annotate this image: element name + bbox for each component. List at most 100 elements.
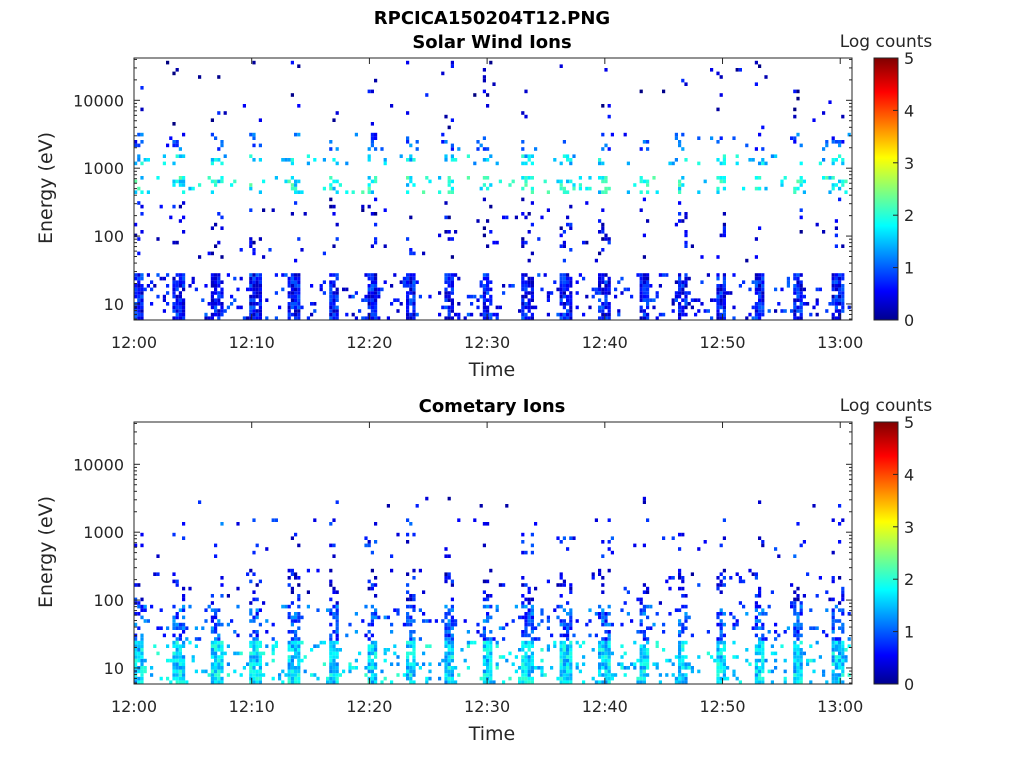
- heatmap-cell: [386, 648, 390, 652]
- heatmap-cell: [262, 179, 266, 184]
- heatmap-cell: [838, 280, 842, 284]
- heatmap-cell: [604, 190, 608, 194]
- heatmap-cell: [198, 183, 202, 187]
- heatmap-cell: [598, 158, 602, 162]
- heatmap-cell: [521, 212, 525, 216]
- heatmap-cell: [521, 111, 525, 115]
- heatmap-cell: [367, 287, 371, 292]
- heatmap-cell: [249, 669, 253, 674]
- heatmap-cell: [646, 291, 650, 295]
- heatmap-cell: [134, 640, 138, 645]
- heatmap-cell: [838, 143, 842, 148]
- heatmap-cell: [607, 676, 611, 681]
- heatmap-cell: [642, 179, 646, 184]
- heatmap-cell: [444, 626, 448, 630]
- heatmap-cell: [793, 612, 797, 616]
- heatmap-cell: [255, 676, 259, 681]
- heatmap-cell: [684, 626, 688, 630]
- heatmap-cell: [249, 316, 253, 320]
- heatmap-cell: [252, 143, 256, 148]
- heatmap-cell: [566, 676, 570, 681]
- heatmap-cell: [524, 273, 528, 277]
- heatmap-cell: [758, 309, 762, 313]
- heatmap-cell: [646, 666, 650, 670]
- heatmap-cell: [626, 590, 630, 594]
- heatmap-cell: [716, 644, 720, 648]
- heatmap-cell: [735, 619, 739, 623]
- heatmap-cell: [828, 190, 832, 194]
- heatmap-cell: [601, 680, 605, 684]
- heatmap-cell: [841, 662, 845, 666]
- heatmap-cell: [594, 633, 598, 638]
- heatmap-cell: [559, 183, 563, 187]
- heatmap-cell: [476, 147, 480, 151]
- heatmap-cell: [329, 655, 333, 659]
- heatmap-cell: [642, 233, 646, 238]
- heatmap-cell: [754, 662, 758, 666]
- heatmap-cell: [719, 626, 723, 630]
- heatmap-cell: [182, 284, 186, 288]
- heatmap-cell: [175, 68, 179, 72]
- heatmap-cell: [678, 662, 682, 666]
- heatmap-cell: [178, 183, 182, 187]
- heatmap-cell: [252, 662, 256, 666]
- heatmap-cell: [569, 626, 573, 630]
- heatmap-cell: [649, 298, 653, 302]
- heatmap-cell: [258, 118, 262, 122]
- heatmap-cell: [220, 179, 224, 184]
- heatmap-cell: [335, 305, 339, 310]
- heatmap-cell: [793, 284, 797, 288]
- heatmap-cell: [175, 140, 179, 144]
- heatmap-cell: [358, 651, 362, 656]
- heatmap-cell: [185, 626, 189, 630]
- heatmap-cell: [316, 608, 320, 612]
- heatmap-cell: [716, 298, 720, 302]
- heatmap-cell: [214, 640, 218, 645]
- heatmap-cell: [786, 626, 790, 630]
- heatmap-cell: [332, 586, 336, 591]
- heatmap-cell: [258, 658, 262, 663]
- heatmap-cell: [553, 158, 557, 162]
- heatmap-cell: [374, 615, 378, 620]
- heatmap-cell: [486, 104, 490, 108]
- heatmap-cell: [182, 673, 186, 677]
- heatmap-cell: [598, 673, 602, 677]
- heatmap-cell: [425, 619, 429, 623]
- heatmap-cell: [838, 309, 842, 313]
- heatmap-cell: [834, 655, 838, 659]
- heatmap-cell: [476, 305, 480, 310]
- heatmap-cell: [287, 655, 291, 659]
- heatmap-cell: [684, 612, 688, 616]
- heatmap-cell: [297, 651, 301, 656]
- heatmap-cell: [210, 630, 214, 634]
- heatmap-cell: [607, 612, 611, 616]
- heatmap-cell: [556, 615, 560, 620]
- colorbar-tick-label: 1: [904, 259, 914, 278]
- heatmap-cell: [249, 237, 253, 241]
- heatmap-cell: [809, 626, 813, 630]
- heatmap-cell: [639, 680, 643, 684]
- heatmap-cell: [831, 619, 835, 623]
- heatmap-cell: [482, 75, 486, 79]
- heatmap-cell: [681, 312, 685, 317]
- heatmap-cell: [457, 312, 461, 317]
- heatmap-cell: [297, 104, 301, 108]
- heatmap-cell: [297, 612, 301, 616]
- heatmap-cell: [220, 662, 224, 666]
- heatmap-cell: [140, 86, 144, 90]
- heatmap-cell: [761, 666, 765, 670]
- heatmap-cell: [335, 673, 339, 677]
- heatmap-cell: [178, 673, 182, 677]
- heatmap-cell: [182, 586, 186, 591]
- heatmap-cell: [444, 676, 448, 681]
- heatmap-cell: [191, 186, 195, 191]
- heatmap-cell: [166, 143, 170, 148]
- heatmap-cell: [796, 586, 800, 591]
- heatmap-cell: [716, 312, 720, 317]
- heatmap-cell: [258, 294, 262, 299]
- heatmap-cell: [150, 280, 154, 284]
- heatmap-cell: [508, 651, 512, 656]
- heatmap-cell: [834, 604, 838, 609]
- heatmap-cell: [297, 284, 301, 288]
- heatmap-cell: [841, 644, 845, 648]
